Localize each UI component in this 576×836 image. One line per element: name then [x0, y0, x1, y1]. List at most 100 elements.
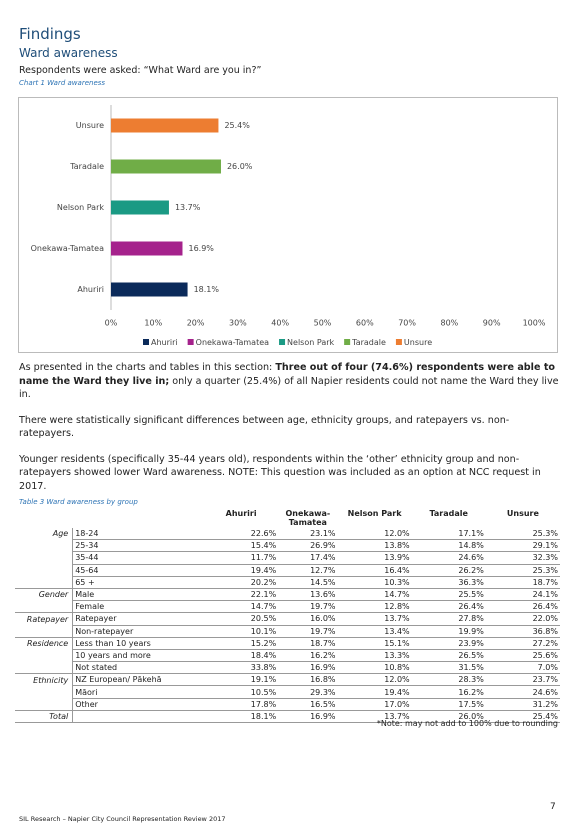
table-cell: 15.2% — [204, 637, 279, 650]
table-cell: 18.7% — [485, 576, 560, 589]
category-label: Ahuriri — [77, 285, 104, 294]
row-group — [15, 649, 74, 662]
x-tick-label: 20% — [187, 319, 205, 328]
table-cell: 13.3% — [337, 649, 412, 663]
x-tick-label: 100% — [523, 319, 546, 328]
table-cell: 16.9% — [278, 661, 338, 675]
row-label: Female — [72, 600, 205, 614]
row-label: Ratepayer — [72, 612, 205, 626]
table-cell: 25.3% — [485, 528, 560, 541]
table-cell: 25.4% — [485, 710, 560, 724]
table-row: 35-44 11.7% 17.4% 13.9% 24.6% 32.3% — [15, 551, 560, 565]
table-cell: 19.7% — [278, 600, 338, 614]
table-cell: 10.8% — [337, 661, 412, 675]
category-label: Unsure — [76, 121, 104, 130]
x-tick-label: 40% — [271, 319, 289, 328]
table-row: Female 14.7% 19.7% 12.8% 26.4% 26.4% — [15, 600, 560, 614]
row-group — [15, 698, 74, 711]
table-row: Age 18-24 22.6% 23.1% 12.0% 17.1% 25.3% — [15, 528, 560, 541]
row-label: Not stated — [72, 661, 205, 675]
row-group — [15, 576, 74, 589]
legend-swatch — [143, 339, 149, 345]
value-label: 16.9% — [188, 244, 214, 253]
x-tick-label: 50% — [314, 319, 332, 328]
bar — [111, 241, 183, 256]
table-cell: 22.1% — [204, 588, 279, 602]
table-row: 25-34 15.4% 26.9% 13.8% 14.8% 29.1% — [15, 539, 560, 553]
paragraph: Younger residents (specifically 35-44 ye… — [19, 453, 559, 494]
table-cell: 27.2% — [485, 637, 560, 650]
bar — [111, 159, 221, 174]
table-cell: 14.7% — [204, 600, 279, 614]
table-cell: 26.0% — [411, 710, 486, 724]
table-cell: 23.9% — [411, 637, 486, 650]
row-label: 25-34 — [72, 539, 205, 553]
table-cell: 28.3% — [411, 673, 486, 687]
bar — [111, 118, 219, 133]
paragraph: There were statistically significant dif… — [19, 414, 559, 441]
title: Findings — [19, 25, 81, 43]
table-cell: 7.0% — [485, 661, 560, 675]
table-cell: 10.3% — [337, 576, 412, 589]
table-cell: 25.3% — [485, 564, 560, 577]
table-cell: 12.7% — [278, 564, 338, 577]
chart-caption: Chart 1 Ward awareness — [19, 79, 106, 87]
table-cell: 13.6% — [278, 588, 338, 602]
table-cell: 11.7% — [204, 551, 279, 565]
table-cell: 25.6% — [485, 649, 560, 663]
question: Respondents were asked: “What Ward are y… — [19, 65, 262, 76]
table-cell: 14.8% — [411, 539, 486, 553]
table-cell: 13.7% — [337, 612, 412, 626]
bar — [111, 200, 169, 215]
table-cell: 16.4% — [337, 564, 412, 577]
table-cell: 19.1% — [204, 673, 279, 687]
row-group — [15, 551, 74, 565]
legend-label: Unsure — [404, 338, 432, 347]
table-cell: 36.8% — [485, 625, 560, 638]
table-cell: 14.7% — [337, 588, 412, 602]
table-row: Gender Male 22.1% 13.6% 14.7% 25.5% 24.1% — [15, 588, 560, 602]
table-row: Ethnicity NZ European/ Pākehā 19.1% 16.8% 12… — [15, 673, 560, 687]
table-row: Other 17.8% 16.5% 17.0% 17.5% 31.2% — [15, 698, 560, 711]
table-cell: 16.5% — [278, 698, 338, 711]
legend-label: Nelson Park — [287, 338, 334, 347]
x-tick-label: 0% — [105, 319, 118, 328]
table-cell: 13.7% — [337, 710, 412, 724]
legend-label: Taradale — [351, 338, 386, 347]
x-tick-label: 60% — [356, 319, 374, 328]
table-row: 10 years and more 18.4% 16.2% 13.3% 26.5% 25.… — [15, 649, 560, 663]
row-group — [15, 539, 74, 552]
table-cell: 12.0% — [337, 528, 412, 541]
row-label: 35-44 — [72, 551, 205, 565]
column-header: Nelson Park — [347, 509, 402, 518]
row-label: Other — [72, 698, 205, 711]
table-row: Non-ratepayer 10.1% 19.7% 13.4% 19.9% 36.8% — [15, 625, 560, 638]
column-header: Onekawa-Tamatea — [285, 509, 331, 527]
table-cell: 29.3% — [278, 685, 338, 699]
row-group: Gender — [15, 588, 74, 601]
row-group — [15, 685, 74, 699]
chart-frame — [18, 97, 558, 353]
table-cell: 18.7% — [278, 637, 338, 650]
table-cell: 24.6% — [485, 685, 560, 699]
row-group — [15, 600, 74, 614]
category-label: Taradale — [69, 162, 104, 171]
category-label: Onekawa-Tamatea — [31, 244, 105, 253]
row-label: 65 + — [72, 576, 205, 589]
table-row: Ratepayer Ratepayer 20.5% 16.0% 13.7% 27.8% 22… — [15, 612, 560, 626]
table-cell: 23.1% — [278, 528, 338, 541]
header-row: Ahuriri Onekawa-Tamatea Nelson Park Taradal… — [15, 508, 560, 528]
legend-swatch — [279, 339, 286, 345]
row-label: Non-ratepayer — [72, 625, 205, 638]
table-cell: 29.1% — [485, 539, 560, 553]
table-row: Total 18.1% 16.9% 13.7% 26.0% 25.4% — [15, 710, 560, 724]
x-tick-label: 70% — [398, 319, 416, 328]
table-cell: 16.2% — [411, 685, 486, 699]
table-cell: 25.5% — [411, 588, 486, 602]
table-cell: 26.4% — [411, 600, 486, 614]
legend-label: Ahuriri — [151, 338, 178, 347]
paragraph-text: only a quarter (25.4%) of all Napier res… — [19, 375, 559, 401]
table-cell: 36.3% — [411, 576, 486, 589]
row-label: Less than 10 years — [72, 637, 205, 650]
